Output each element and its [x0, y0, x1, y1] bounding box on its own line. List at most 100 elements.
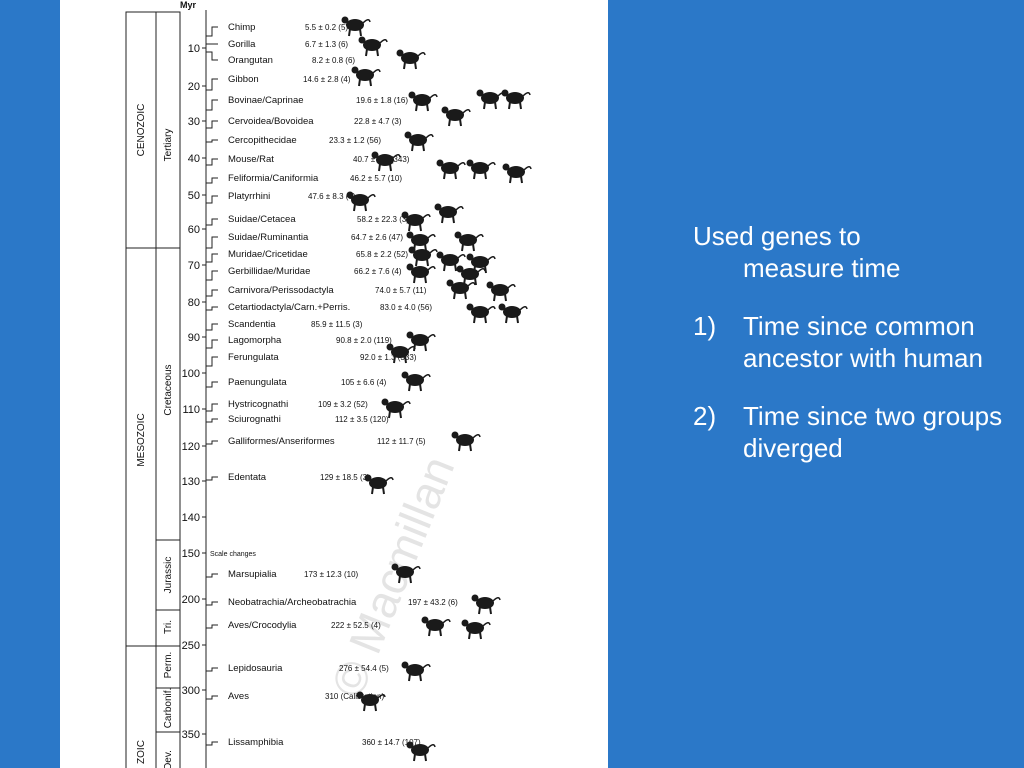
taxon-name: Suidae/Cetacea	[228, 214, 296, 225]
taxon-date: 66.2 ± 7.6 (4)	[354, 267, 402, 276]
taxon-row: Bovinae/Caprinae 19.6 ± 1.8 (16)	[206, 95, 408, 111]
pig-whale-icon-head	[401, 211, 409, 219]
taxon-row: Suidae/Ruminantia 64.7 ± 2.6 (47)	[206, 232, 403, 249]
monkey-icon-leg	[519, 101, 522, 110]
new-world-monkey-icon-leg	[520, 175, 523, 184]
crocodile-icon-body	[466, 622, 484, 634]
pig-cow-icon-body	[411, 234, 429, 246]
lizard-icon-body	[406, 664, 424, 676]
kangaroo-icon-tail	[412, 566, 421, 571]
period-label: Tertiary	[163, 129, 174, 162]
frog-icon-tail	[492, 597, 501, 602]
horse-icon-tail	[467, 282, 476, 287]
branch-line	[206, 476, 218, 481]
taxon-date: 64.7 ± 2.6 (47)	[351, 233, 403, 242]
rat-hamster-icon-body	[471, 256, 489, 268]
taxon-date: 173 ± 12.3 (10)	[304, 570, 359, 579]
cat-dog-icon-leg	[454, 171, 457, 180]
sloth-icon-head	[364, 474, 372, 482]
ungulate-icon-head	[498, 303, 506, 311]
taxon-row: Orangutan 8.2 ± 0.8 (6)	[206, 51, 355, 66]
tick-label: 70	[188, 260, 200, 272]
branch-line	[206, 381, 218, 388]
cat-dog-icon-leg	[443, 171, 446, 180]
gorilla-icon-leg	[365, 48, 368, 57]
pig-whale-icon-leg	[419, 223, 422, 232]
sloth-icon-leg	[371, 486, 374, 495]
mouse-icon-leg	[389, 163, 392, 172]
branch-line	[206, 218, 218, 226]
monkey-icon-body	[409, 134, 427, 146]
deer-icon	[408, 91, 438, 112]
rat-hamster-icon-tail	[457, 254, 466, 259]
chimp-icon-leg	[348, 28, 351, 37]
cat-dog-icon-leg	[473, 171, 476, 180]
crocodile-icon-tail	[482, 622, 491, 627]
gibbon-icon-leg	[358, 78, 361, 87]
branch-line	[206, 695, 218, 700]
cat-dog-icon-tail	[457, 162, 466, 167]
new-world-monkey-icon-body	[507, 166, 525, 178]
branch-line	[206, 78, 218, 91]
taxon-row: Marsupialia 173 ± 12.3 (10)	[206, 569, 359, 580]
rabbit-icon-leg	[413, 343, 416, 352]
rat-hamster-icon-leg	[415, 258, 418, 267]
chimp-icon-tail	[362, 19, 371, 24]
bird-icon-leg	[428, 628, 431, 637]
ungulate-icon-body	[471, 306, 489, 318]
tick-label: 30	[188, 116, 200, 128]
horse-icon	[446, 279, 476, 300]
taxon-row: Carnivora/Perissodactyla 74.0 ± 5.7 (11)	[206, 285, 427, 297]
elephant-icon-head	[401, 371, 409, 379]
mouse-icon-tail	[392, 154, 401, 159]
bird-icon-tail	[377, 694, 386, 699]
orangutan-icon-body	[401, 52, 419, 64]
branch-line	[206, 289, 218, 297]
branch-line	[206, 418, 218, 423]
pig-cow-icon-leg	[472, 243, 475, 252]
rat-hamster-icon-tail	[429, 249, 438, 254]
pig-whale-icon	[401, 211, 431, 232]
bird-icon-head	[356, 691, 364, 699]
scale-note: Scale changes	[210, 551, 256, 558]
tick-label: 100	[182, 368, 200, 380]
monkey-icon-leg	[422, 143, 425, 152]
gerbil-icon-tail	[477, 268, 486, 273]
branch-line	[206, 667, 218, 672]
taxon-name: Lepidosauria	[228, 663, 283, 674]
lizard-icon-leg	[419, 673, 422, 682]
horse-icon-tail	[507, 284, 516, 289]
point-list: 1) Time since common ancestor with human…	[693, 310, 1008, 464]
taxon-row: Lagomorpha 90.8 ± 2.0 (119)	[206, 335, 392, 349]
period-label: Dev.	[163, 750, 174, 768]
monkey-icon	[404, 131, 434, 152]
kangaroo-icon-body	[396, 566, 414, 578]
list-number: 1)	[693, 311, 717, 341]
gorilla-icon-leg	[376, 48, 379, 57]
taxon-name: Aves	[228, 691, 249, 702]
taxon-date: 22.8 ± 4.7 (3)	[354, 117, 402, 126]
pig-cow-icon-head	[406, 231, 414, 239]
taxon-row: Paenungulata 105 ± 6.6 (4)	[206, 377, 387, 388]
pig-whale-icon-tail	[455, 206, 464, 211]
branch-line	[206, 26, 218, 37]
cat-dog-icon	[436, 159, 466, 180]
gerbil-icon	[406, 263, 436, 284]
bird-icon	[451, 431, 481, 452]
monkey-icon-body	[506, 92, 524, 104]
tick-label: 300	[182, 685, 200, 697]
frog-icon-body	[476, 597, 494, 609]
monkey-icon-tail	[522, 92, 531, 97]
taxon-name: Cetartiodactyla/Carn.+Perris.	[228, 302, 350, 313]
taxon-date: 83.0 ± 4.0 (56)	[380, 303, 432, 312]
kangaroo-icon-head	[391, 563, 399, 571]
taxon-row: Aves 310 (Calibration)	[206, 691, 384, 702]
bird-icon-leg	[374, 703, 377, 712]
lizard-icon-leg	[408, 673, 411, 682]
taxon-row: Aves/Crocodylia 222 ± 52.5 (4)	[206, 620, 381, 631]
new-world-monkey-icon-tail	[523, 166, 532, 171]
taxon-date: 23.3 ± 1.2 (56)	[329, 136, 381, 145]
cow-icon-head	[476, 89, 484, 97]
taxon-date: 47.6 ± 8.3 (9)	[308, 192, 356, 201]
chimp-icon	[341, 16, 371, 37]
